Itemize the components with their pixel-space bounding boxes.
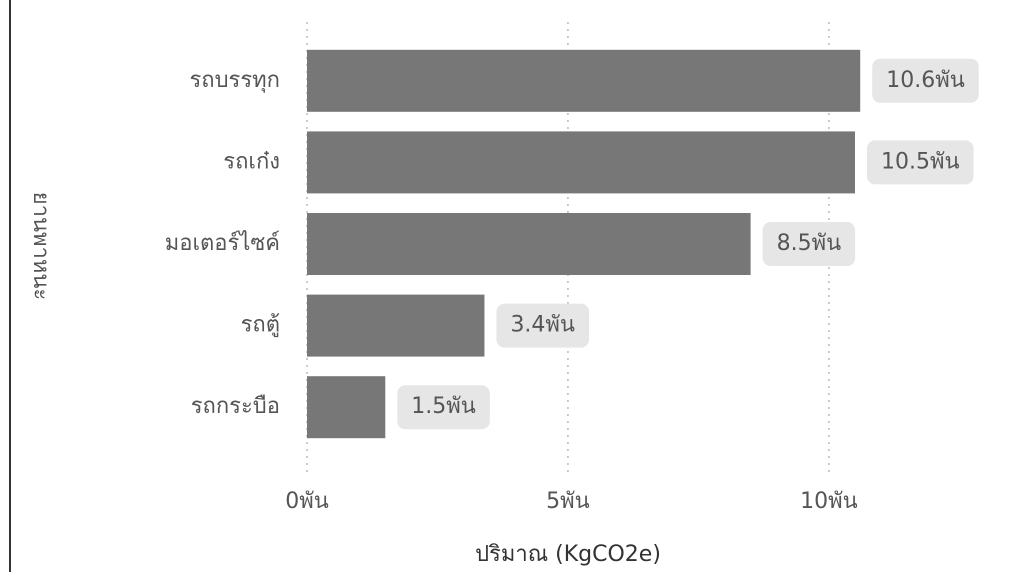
bar bbox=[307, 294, 485, 357]
value-label-box bbox=[866, 140, 974, 185]
y-tick-label: รถตู้ bbox=[241, 313, 280, 338]
y-tick-label: รถบรรทุก bbox=[189, 68, 280, 93]
bar bbox=[307, 213, 751, 275]
y-tick-label: รถกระบือ bbox=[191, 394, 280, 419]
value-label: 8.5พัน bbox=[777, 231, 842, 256]
value-label: 10.5พัน bbox=[881, 149, 960, 174]
y-tick-label: มอเตอร์ไซค์ bbox=[165, 230, 280, 256]
y-axis-label: ยานพาหนะ bbox=[28, 192, 53, 301]
value-label: 1.5พัน bbox=[411, 394, 476, 419]
bar bbox=[307, 376, 386, 439]
value-label-box bbox=[397, 385, 490, 430]
x-tick-label: 10พัน bbox=[800, 489, 858, 514]
x-tick-label: 5พัน bbox=[546, 489, 590, 514]
value-label: 3.4พัน bbox=[510, 313, 575, 338]
x-tick-label: 0พัน bbox=[285, 489, 329, 514]
value-label-box bbox=[872, 58, 979, 103]
value-label: 10.6พัน bbox=[886, 68, 965, 93]
y-tick-label: รถเก๋ง bbox=[223, 149, 280, 174]
bar bbox=[307, 49, 861, 112]
value-label-box bbox=[496, 303, 589, 348]
value-label-box bbox=[762, 222, 856, 266]
x-axis-label: ปริมาณ (KgCO2e) bbox=[475, 542, 661, 567]
bar bbox=[307, 131, 855, 194]
